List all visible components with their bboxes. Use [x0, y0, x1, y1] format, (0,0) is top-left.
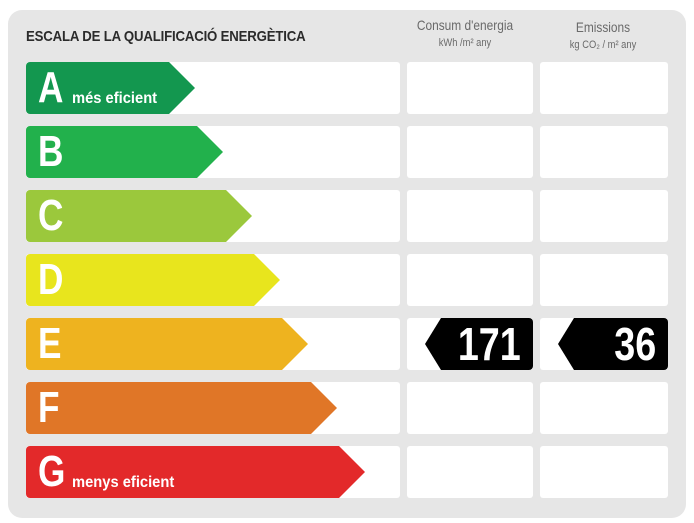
consumption-unit: kWh /m² any — [438, 37, 492, 49]
emissions-label: Emissions — [575, 19, 631, 35]
consumption-cell — [407, 190, 533, 242]
class-bar-c: C — [26, 190, 252, 242]
emissions-cell — [540, 126, 668, 178]
consumption-cell — [407, 62, 533, 114]
class-letter: C — [38, 191, 64, 240]
class-letter: B — [38, 127, 64, 176]
class-bar-d: D — [26, 254, 280, 306]
class-letter: G — [38, 447, 66, 496]
consumption-cell — [407, 254, 533, 306]
class-letter: D — [38, 255, 64, 304]
emissions-cell — [540, 446, 668, 498]
emissions-header: Emissions kg CO₂ / m² any — [548, 18, 659, 54]
class-bar-e: E — [26, 318, 308, 370]
class-letter: E — [38, 319, 62, 368]
emissions-indicator: 36 — [558, 318, 668, 370]
class-bar-b: B — [26, 126, 223, 178]
class-letter: A — [38, 63, 64, 112]
label-title: ESCALA DE LA QUALIFICACIÓ ENERGÈTICA — [26, 28, 306, 45]
emissions-cell — [540, 62, 668, 114]
emissions-cell — [540, 382, 668, 434]
class-letter: F — [38, 383, 60, 432]
emissions-unit: kg CO₂ / m² any — [569, 39, 637, 51]
consumption-cell — [407, 382, 533, 434]
class-caption: més eficient — [72, 90, 158, 107]
consumption-cell — [407, 126, 533, 178]
consumption-cell — [407, 446, 533, 498]
class-bar-f: F — [26, 382, 337, 434]
emissions-cell — [540, 190, 668, 242]
consumption-header: Consum d'energia kWh /m² any — [410, 16, 521, 52]
consumption-label: Consum d'energia — [416, 17, 514, 33]
emissions-value: 36 — [614, 318, 656, 370]
consumption-indicator: 171 — [425, 318, 533, 370]
class-caption: menys eficient — [72, 474, 175, 491]
consumption-value: 171 — [458, 318, 521, 370]
emissions-cell — [540, 254, 668, 306]
